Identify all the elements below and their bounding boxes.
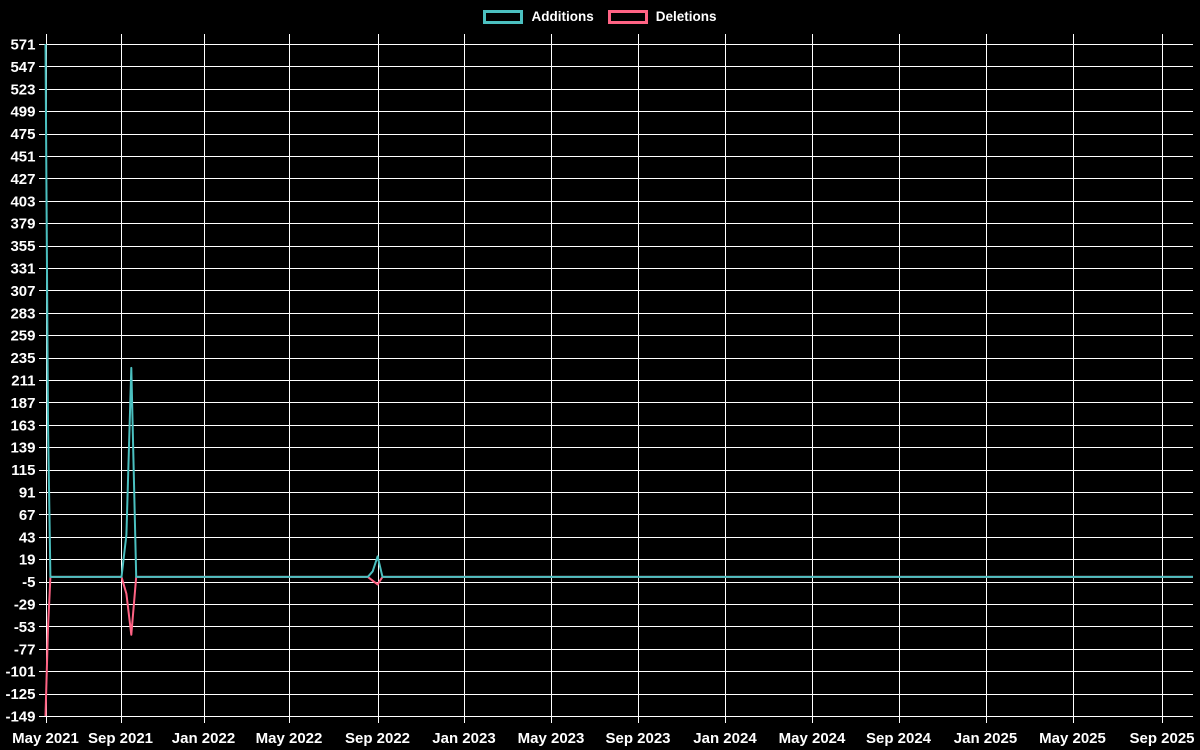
y-tick-label: 547 [10,59,35,76]
y-tick-label: 571 [10,37,35,54]
legend-label-additions: Additions [531,9,594,24]
additions-line [44,43,1193,578]
y-tick-label: -53 [14,619,36,636]
series-lines [44,43,1193,717]
y-tick-label: 139 [10,440,35,457]
y-tick-label: -125 [5,686,35,703]
y-tick-label: 475 [10,126,35,143]
y-tick-label: 331 [10,261,35,278]
y-tick-label: 355 [10,238,35,255]
y-tick-label: 283 [10,305,35,322]
y-tick-label: 19 [19,552,36,569]
x-tick-label: Sep 2021 [88,730,153,747]
y-tick-label: 235 [10,350,35,367]
y-tick-label: 211 [11,373,35,390]
y-tick-label: 187 [10,395,35,412]
y-tick-label: -101 [5,664,35,681]
y-tick-label: 427 [10,171,35,188]
x-tick-label: Jan 2022 [172,730,235,747]
y-tick-label: 307 [10,283,35,300]
legend-item-deletions[interactable]: Deletions [607,9,717,24]
x-tick-label: Sep 2025 [1129,730,1194,747]
y-tick-label: -77 [14,641,36,658]
y-tick-label: 379 [10,216,35,233]
x-tick-label: May 2024 [779,730,846,747]
y-tick-label: 451 [10,149,35,166]
y-tick-label: 499 [10,104,35,121]
legend-label-deletions: Deletions [655,9,717,24]
y-tick-label: 523 [10,81,35,98]
x-tick-label: May 2021 [12,730,79,747]
x-tick-label: Sep 2022 [345,730,410,747]
x-tick-labels: May 2021 Sep 2021 Jan 2022 May 2022 Sep 2022… [12,730,1194,747]
x-tick-label: Sep 2023 [605,730,670,747]
x-gridlines [46,34,1163,723]
y-tick-label: 43 [19,529,36,546]
y-tick-label: -149 [5,709,35,726]
x-tick-label: Jan 2023 [432,730,495,747]
legend-item-additions[interactable]: Additions [483,9,594,24]
y-tick-label: 259 [10,328,35,345]
y-tick-label: 163 [10,417,35,434]
y-tick-label: 91 [19,485,36,502]
y-tick-labels: 571 547 523 499 475 451 427 403 379 355 331 307 283 2… [5,37,35,726]
chart-legend: Additions Deletions [0,0,1200,34]
y-tick-label: -29 [14,597,36,614]
x-tick-label: Jan 2025 [954,730,1017,747]
y-tick-label: 403 [10,193,35,210]
y-tick-label: 115 [11,462,35,479]
x-tick-label: Jan 2024 [693,730,757,747]
additions-swatch-icon [483,10,524,24]
deletions-swatch-icon [607,10,648,24]
x-tick-label: May 2022 [256,730,323,747]
deletions-line [44,575,1193,717]
y-tick-label: -5 [22,574,35,591]
y-gridlines [39,44,1193,717]
x-tick-label: May 2023 [518,730,585,747]
x-tick-label: Sep 2024 [866,730,932,747]
x-tick-label: May 2025 [1039,730,1106,747]
y-tick-label: 67 [19,507,36,524]
